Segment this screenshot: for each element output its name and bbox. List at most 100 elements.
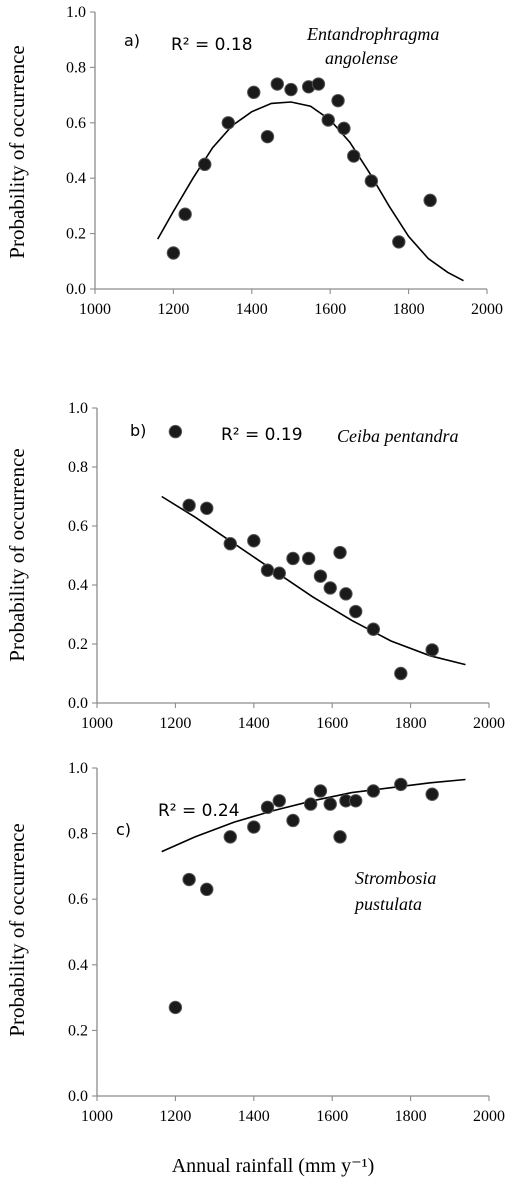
x-tick-label: 1400: [238, 1108, 270, 1125]
y-tick-label: 0.4: [68, 577, 88, 594]
data-point: [247, 820, 261, 834]
y-tick-label: 1.0: [66, 4, 86, 21]
y-tick-label: 0.8: [68, 459, 88, 476]
x-tick-label: 1800: [395, 1108, 427, 1125]
data-point: [168, 1000, 183, 1015]
r-squared-label: R² = 0.24: [158, 801, 240, 821]
fitted-curve: [157, 101, 464, 282]
data-point: [198, 157, 212, 172]
data-point: [301, 551, 316, 566]
data-point: [260, 129, 275, 144]
species-name: Entandrophragma: [306, 24, 439, 44]
data-point: [321, 113, 335, 127]
data-point: [200, 882, 214, 897]
data-point: [366, 784, 381, 798]
x-tick-label: 1600: [316, 715, 348, 732]
y-tick-label: 0.6: [68, 518, 88, 535]
x-tick-label: 1200: [159, 1108, 191, 1125]
data-point: [272, 794, 286, 808]
data-point: [182, 872, 196, 887]
data-point: [284, 82, 298, 97]
y-tick-label: 0.0: [68, 695, 88, 712]
data-point: [333, 545, 347, 560]
data-point: [349, 794, 363, 808]
data-point: [286, 551, 300, 566]
x-tick-label: 1600: [314, 301, 346, 318]
species-name: angolense: [325, 48, 398, 68]
data-point: [425, 643, 439, 657]
data-point: [349, 604, 363, 619]
x-tick-label: 1000: [81, 1108, 113, 1125]
x-tick-label: 1400: [238, 715, 270, 732]
data-point: [270, 77, 284, 91]
y-tick-label: 0.2: [66, 226, 86, 243]
x-tick-label: 1600: [316, 1108, 348, 1125]
species-name: Ceiba pentandra: [337, 426, 459, 446]
data-point: [347, 149, 361, 163]
x-tick-label: 1000: [81, 715, 113, 732]
data-point: [272, 566, 286, 580]
x-tick-label: 2000: [473, 1108, 505, 1125]
data-point: [423, 193, 437, 208]
data-point: [221, 116, 235, 130]
data-point: [166, 246, 181, 260]
data-point: [394, 777, 408, 792]
species-name: Strombosia: [355, 868, 436, 888]
x-tick-label: 1800: [393, 301, 425, 318]
y-tick-label: 0.2: [68, 636, 88, 653]
x-axis-label: Annual rainfall (mm y⁻¹): [172, 1155, 375, 1177]
y-tick-label: 0.0: [66, 281, 86, 298]
y-tick-label: 0.6: [66, 115, 86, 132]
data-point: [182, 498, 196, 513]
data-point: [286, 813, 300, 828]
data-point: [223, 830, 237, 844]
data-point: [178, 207, 192, 221]
y-tick-label: 0.4: [66, 170, 86, 187]
data-point: [168, 424, 183, 439]
y-axis-label: Probability of occurrence: [5, 45, 29, 258]
data-point: [333, 830, 347, 844]
x-tick-label: 1800: [395, 715, 427, 732]
data-point: [247, 534, 261, 548]
data-point: [313, 569, 328, 583]
data-point: [366, 622, 381, 636]
y-tick-label: 0.0: [68, 1088, 88, 1105]
y-axis-label: Probability of occurrence: [5, 823, 29, 1036]
panel-b: 0.0 0.2 0.4 0.6 0.8 1.0 1000 1200 1400 1600 1800 20…: [5, 400, 505, 732]
panel-a: 0.0 0.2 0.4 0.6 0.8 1.0 1000 1200 1400 1600 1800 20…: [5, 4, 503, 318]
x-tick-label: 2000: [471, 301, 503, 318]
data-point: [339, 587, 353, 601]
data-point: [425, 787, 439, 801]
data-point: [323, 581, 337, 595]
panel-label: c): [116, 820, 131, 839]
data-point: [200, 501, 214, 515]
data-point: [392, 235, 406, 249]
data-point: [223, 537, 237, 551]
x-tick-label: 1200: [159, 715, 191, 732]
r-squared-label: R² = 0.19: [221, 425, 303, 445]
x-tick-label: 1200: [157, 301, 189, 318]
data-point: [260, 800, 275, 815]
panel-label: a): [124, 31, 140, 50]
data-point: [311, 77, 326, 91]
y-tick-label: 0.4: [68, 957, 88, 974]
species-name: pustulata: [353, 894, 422, 914]
y-tick-label: 0.8: [66, 59, 86, 76]
y-tick-label: 0.8: [68, 826, 88, 843]
y-tick-label: 0.6: [68, 891, 88, 908]
x-tick-label: 1400: [236, 301, 268, 318]
data-point: [394, 666, 408, 681]
panel-label: b): [130, 421, 146, 440]
data-point: [313, 784, 328, 798]
data-point: [323, 797, 337, 811]
data-point: [364, 174, 379, 188]
x-tick-label: 1000: [79, 301, 111, 318]
y-axis-label: Probability of occurrence: [5, 448, 29, 661]
fitted-curve: [161, 495, 466, 666]
y-tick-label: 1.0: [68, 400, 88, 417]
data-point: [331, 93, 345, 108]
data-point: [247, 85, 261, 100]
x-tick-label: 2000: [473, 715, 505, 732]
data-point: [337, 121, 351, 136]
